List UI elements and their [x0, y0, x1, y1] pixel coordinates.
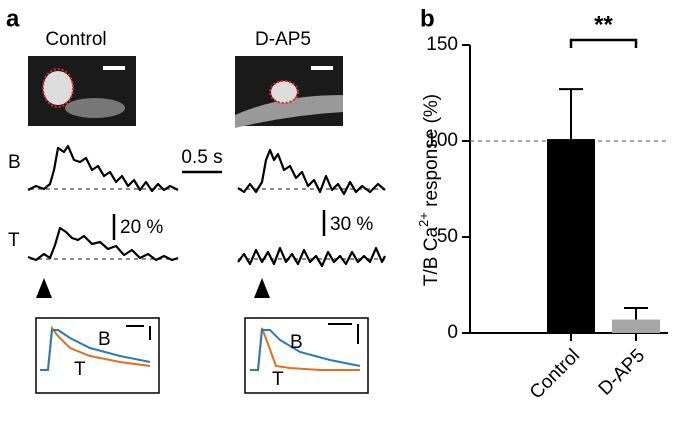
stimulus-arrow — [36, 278, 52, 298]
inset-control: B T — [35, 317, 160, 394]
panel-label: a — [6, 5, 20, 32]
time-scale: 0.5 s — [181, 147, 222, 168]
y-tick-label: 50 — [437, 226, 458, 247]
bar — [547, 139, 595, 333]
inset-label: B — [290, 332, 303, 353]
amp-scale: 20 % — [120, 217, 163, 238]
inset-label: B — [98, 329, 111, 350]
image-dap5 — [235, 56, 343, 128]
stimulus-arrow — [254, 278, 270, 298]
amp-scale: 30 % — [330, 214, 373, 235]
y-axis-label: T/B Ca2+ response (%) — [416, 94, 442, 286]
trace — [27, 226, 179, 262]
trace — [237, 148, 386, 196]
significance: ** — [594, 11, 613, 38]
row-label: T — [8, 230, 20, 251]
panel-label: b — [420, 5, 435, 32]
y-axis-label-part: response (%) — [421, 94, 442, 212]
y-tick-label: 0 — [447, 322, 458, 343]
x-tick-label: D-AP5 — [595, 345, 649, 399]
condition-title: D-AP5 — [255, 29, 311, 50]
inset-label: T — [272, 369, 284, 390]
y-tick-label: 100 — [426, 130, 458, 151]
y-axis-label-part: T/B Ca — [421, 227, 442, 287]
y-tick-label: 150 — [426, 34, 458, 55]
inset-dap5: B T — [244, 317, 369, 394]
significance-bracket — [569, 38, 638, 48]
x-tick-label: Control — [526, 345, 584, 403]
row-label: B — [8, 152, 21, 173]
bar — [612, 319, 660, 333]
trace — [27, 144, 179, 193]
inset-label: T — [74, 359, 86, 380]
image-control — [28, 56, 136, 126]
condition-title: Control — [45, 29, 106, 50]
y-axis-label-part: 2+ — [416, 212, 431, 227]
trace — [237, 246, 386, 268]
